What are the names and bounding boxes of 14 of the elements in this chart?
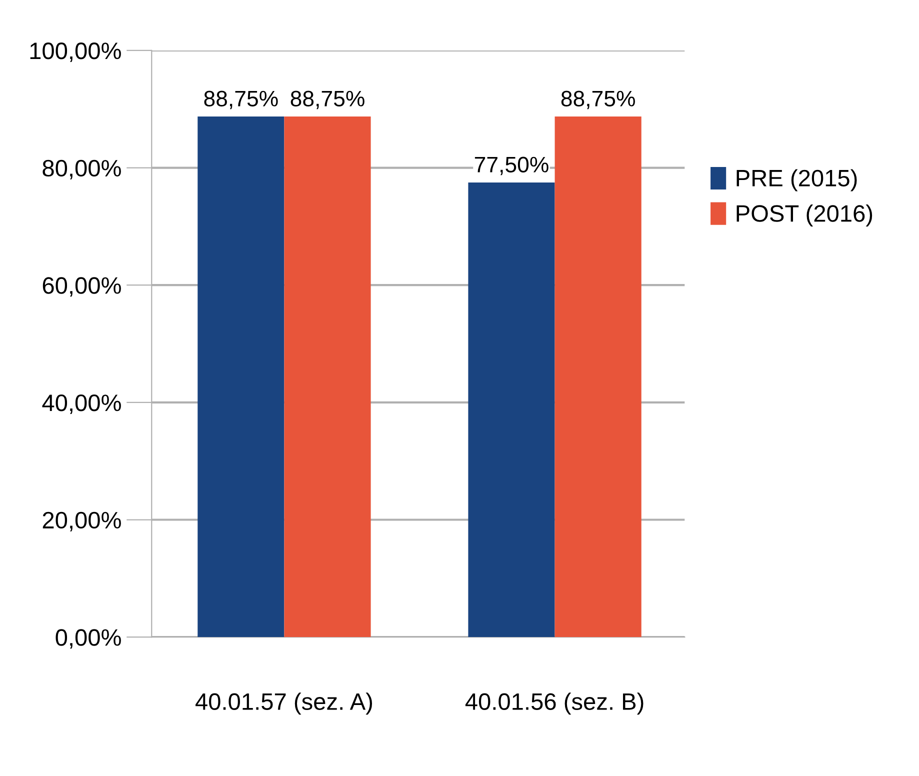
data-label: 77,50% (474, 156, 548, 176)
y-tick-label: 80,00% (42, 160, 121, 180)
y-tick-label: 40,00% (42, 394, 121, 414)
data-label: 88,75% (561, 90, 635, 110)
x-tick-label: 40.01.56 (sez. B) (465, 692, 644, 715)
data-label: 88,75% (204, 90, 278, 110)
y-tick-label: 0,00% (56, 629, 121, 649)
y-tick-label: 20,00% (42, 512, 121, 532)
data-label: 88,75% (290, 90, 364, 110)
legend-label: PRE (2015) (736, 169, 857, 192)
y-tick-label: 100,00% (30, 42, 121, 62)
y-tick-label: 60,00% (42, 277, 121, 297)
legend-label: POST (2016) (736, 204, 872, 227)
x-tick-label: 40.01.57 (sez. A) (196, 692, 372, 715)
